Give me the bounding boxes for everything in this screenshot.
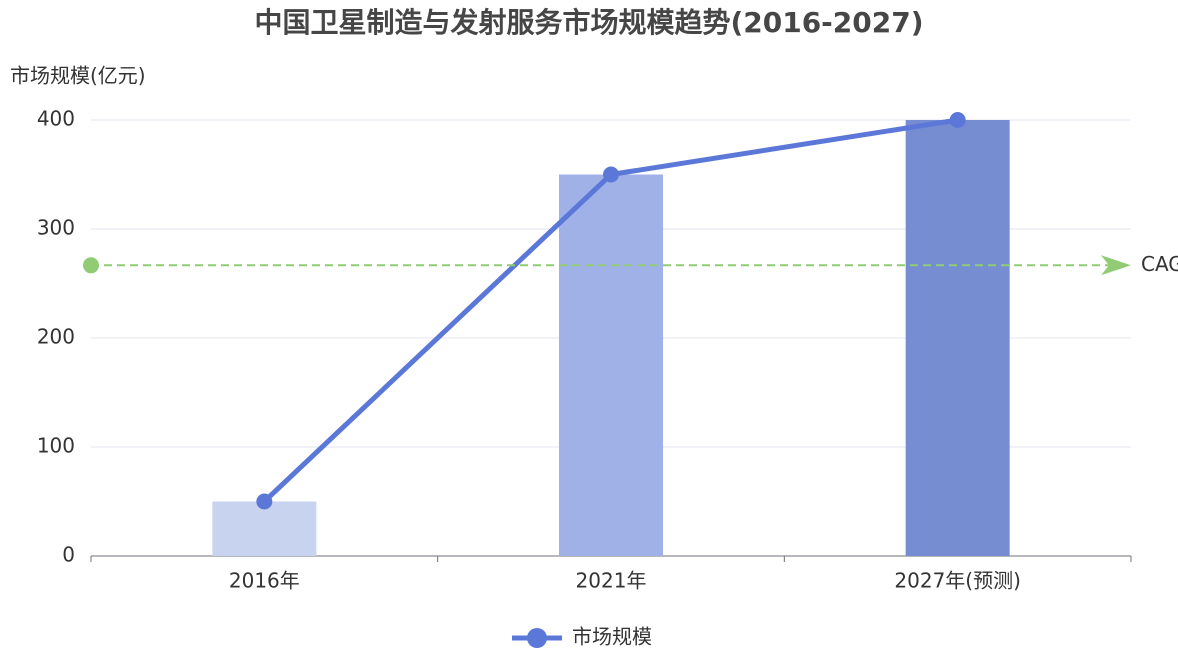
- point: [949, 112, 966, 128]
- y-tick-label: 200: [37, 325, 75, 349]
- bar: [559, 174, 663, 556]
- y-tick-label: 0: [62, 543, 75, 567]
- legend-label: 市场规模: [572, 625, 652, 649]
- chart-title: 中国卫星制造与发射服务市场规模趋势(2016-2027): [254, 6, 923, 39]
- legend-icon: [527, 628, 547, 648]
- y-tick-label: 400: [37, 107, 75, 131]
- point: [256, 493, 273, 510]
- y-tick-label: 100: [37, 434, 75, 458]
- mark-line-start: [83, 257, 99, 274]
- bar: [905, 120, 1010, 556]
- x-tick-label: 2016年: [229, 569, 300, 593]
- x-tick-label: 2021年: [576, 569, 647, 593]
- mark-line-label: CAGR: [1141, 252, 1178, 276]
- bar: [212, 501, 317, 556]
- mark-line-arrow: [1101, 255, 1131, 276]
- y-tick-label: 300: [37, 216, 75, 240]
- point: [603, 166, 619, 183]
- x-tick-label: 2027年(预测): [894, 569, 1021, 593]
- y-axis-label: 市场规模(亿元): [10, 64, 146, 88]
